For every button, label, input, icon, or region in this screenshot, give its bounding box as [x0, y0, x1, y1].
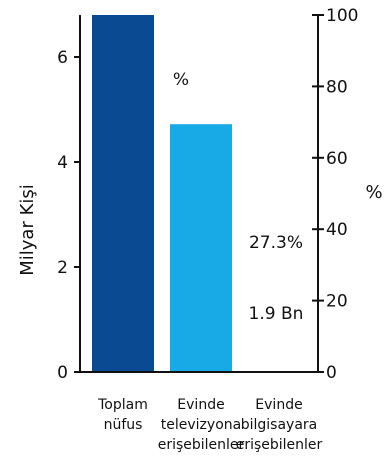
bar-1: [92, 15, 154, 372]
right-tick-label: 80: [326, 77, 348, 97]
right-tick-label: 0: [326, 363, 337, 383]
right-ticks: 0 20 40 60 80 100: [312, 6, 358, 383]
category-label: Evinde: [177, 397, 224, 413]
bar-2: [170, 124, 232, 372]
category-labels: Toplam nüfus Evinde televizyona erişebilenle…: [97, 397, 322, 453]
percent-unit-label: %: [173, 70, 189, 90]
category-label: Evinde: [255, 397, 302, 413]
pct-value-label: 27.3%: [249, 233, 303, 253]
right-tick-label: 40: [326, 220, 348, 240]
y2-axis-title: %: [365, 182, 382, 203]
left-tick-label: 4: [57, 153, 68, 173]
left-tick-label: 0: [57, 363, 68, 383]
left-ticks: 0 2 4 6: [57, 48, 80, 383]
category-label: Toplam: [97, 397, 148, 413]
right-tick-label: 100: [326, 6, 358, 26]
bars: [92, 15, 310, 372]
category-label: televizyona: [161, 417, 241, 433]
bar-3: [248, 272, 310, 372]
left-tick-label: 6: [57, 48, 68, 68]
category-label: erişebilenler: [158, 437, 245, 453]
bn-value-label: 1.9 Bn: [249, 304, 304, 324]
left-tick-label: 2: [57, 258, 68, 278]
category-label: nüfus: [104, 417, 143, 433]
category-label: erişebilenler: [236, 437, 323, 453]
right-tick-label: 20: [326, 292, 348, 312]
y-axis-title: Milyar Kişi: [17, 184, 38, 276]
right-tick-label: 60: [326, 149, 348, 169]
category-label: bilgisayara: [241, 417, 318, 433]
